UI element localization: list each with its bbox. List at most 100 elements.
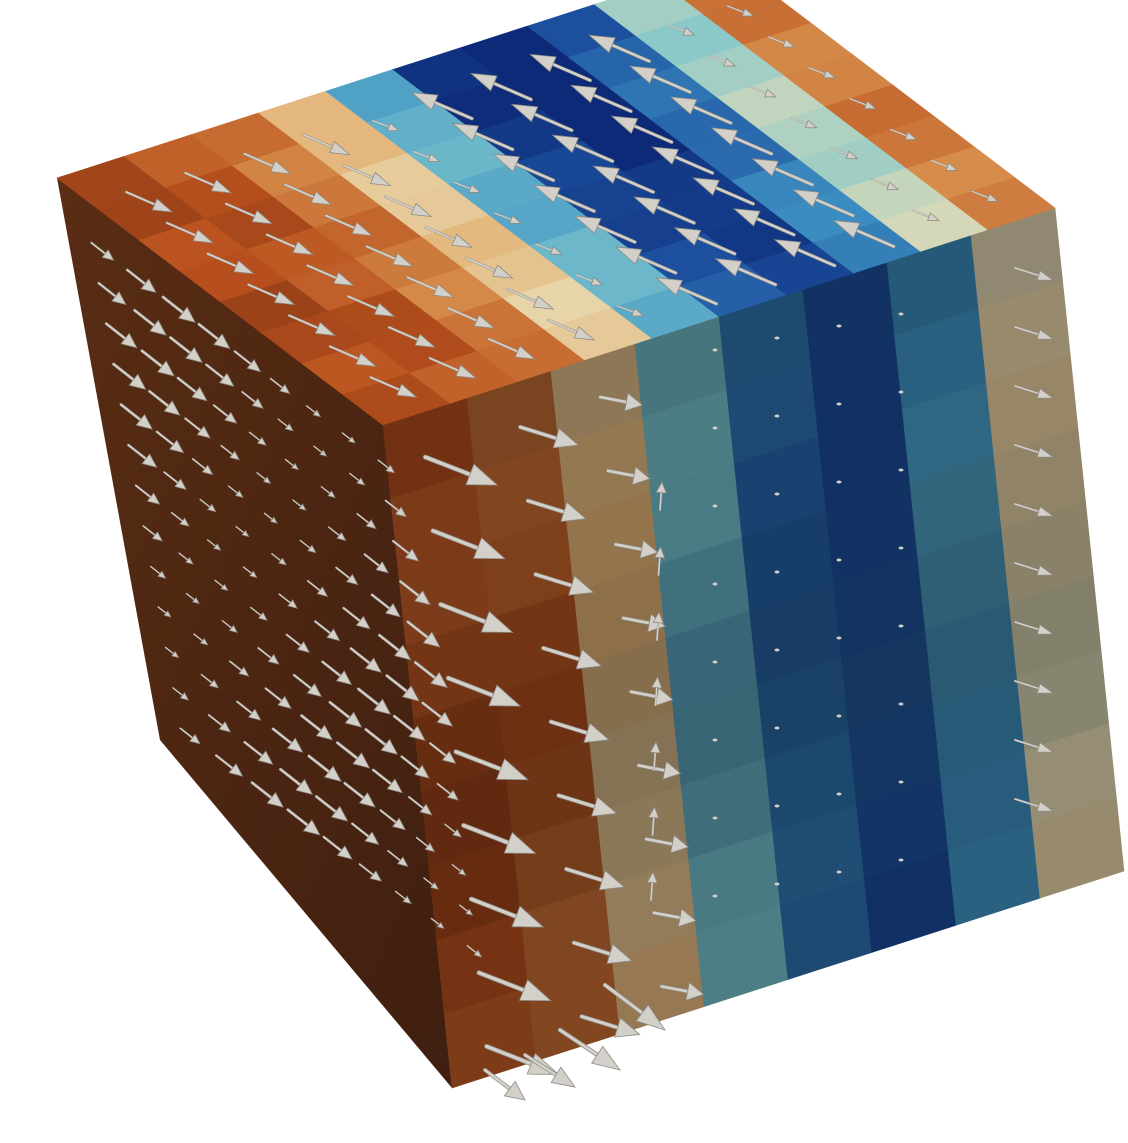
right-edge-arrow	[1013, 738, 1055, 753]
left-face-arrow	[384, 499, 408, 518]
front-edge-arrow	[644, 834, 690, 854]
left-face-arrow	[286, 808, 321, 836]
right-face-dot	[836, 636, 842, 640]
top-face-arrow	[283, 183, 333, 206]
left-face-arrow	[170, 511, 190, 527]
right-face-dot	[712, 738, 718, 742]
right-face-dot	[712, 816, 718, 820]
top-face-arrow	[265, 233, 315, 256]
left-face-arrow	[379, 809, 407, 831]
top-face-arrow	[206, 252, 255, 275]
right-face-dot	[712, 426, 718, 430]
left-face-arrow	[149, 565, 167, 579]
left-face-arrow	[327, 526, 347, 542]
right-face-dot	[836, 714, 842, 718]
left-face-arrow	[178, 552, 194, 565]
left-face-arrow	[400, 755, 430, 779]
left-face-arrow	[271, 727, 304, 753]
top-face-arrow	[453, 181, 482, 193]
left-face-arrow	[407, 795, 433, 816]
front-edge-arrow	[525, 498, 587, 522]
front-edge-arrow	[533, 572, 595, 596]
left-face-arrow	[363, 553, 389, 574]
top-face-arrow	[446, 306, 496, 329]
left-face-arrow	[421, 701, 454, 727]
right-face-dot	[898, 858, 904, 862]
top-face-arrow	[632, 196, 696, 225]
right-face-cell	[1032, 796, 1125, 899]
right-face-dot	[712, 582, 718, 586]
front-edge-arrow	[636, 760, 682, 780]
left-face-arrow	[164, 646, 180, 659]
left-face-arrow	[356, 512, 377, 530]
front-edge-arrow	[564, 866, 626, 891]
left-face-arrow	[147, 389, 181, 416]
cube-left-face	[57, 178, 452, 1088]
front-edge-arrow	[445, 675, 522, 707]
left-face-arrow	[236, 700, 262, 721]
right-face-dot	[774, 336, 780, 340]
right-face-dot	[712, 504, 718, 508]
top-face-arrow	[573, 215, 637, 244]
left-face-arrow	[197, 322, 231, 350]
left-face-arrow	[134, 484, 161, 505]
top-face-arrow	[528, 53, 592, 83]
right-face-dot	[774, 726, 780, 730]
front-edge-arrow	[461, 822, 537, 854]
left-face-arrow	[233, 350, 262, 373]
top-face-arrow	[726, 5, 755, 17]
top-face-arrow	[243, 152, 292, 175]
left-face-arrow	[413, 660, 448, 689]
left-face-arrow	[133, 308, 167, 336]
top-face-arrow	[369, 375, 418, 398]
left-face-arrow	[385, 674, 420, 702]
left-face-arrow	[306, 579, 329, 597]
right-edge-arrow	[1013, 561, 1055, 576]
top-face-arrow	[667, 24, 696, 36]
left-face-arrow	[176, 376, 208, 402]
left-face-arrow	[277, 418, 294, 432]
left-face-arrow	[104, 322, 138, 349]
right-face-dot	[898, 702, 904, 706]
left-face-arrow	[161, 295, 196, 323]
top-face-arrow	[569, 84, 633, 114]
front-edge-arrow	[548, 719, 610, 743]
top-face-arrow	[575, 274, 604, 286]
left-face-arrow	[142, 525, 163, 542]
left-face-arrow	[248, 431, 267, 446]
left-face-arrow	[90, 241, 115, 261]
left-face-arrow	[179, 727, 201, 745]
left-face-arrow	[313, 620, 341, 642]
right-edge-arrow	[1013, 384, 1055, 399]
left-face-arrow	[459, 904, 474, 916]
top-face-arrow	[628, 65, 692, 94]
left-face-arrow	[428, 742, 457, 764]
left-face-arrow	[207, 713, 232, 733]
top-face-arrow	[708, 55, 737, 67]
right-face-dot	[712, 894, 718, 898]
left-face-arrow	[300, 714, 334, 741]
right-face-dot	[712, 348, 718, 352]
left-face-arrow	[199, 498, 217, 513]
right-face-dot	[774, 804, 780, 808]
left-face-arrow	[125, 268, 157, 294]
top-face-arrow	[669, 96, 733, 125]
left-face-arrow	[163, 471, 187, 490]
left-face-arrow	[322, 835, 353, 860]
top-face-arrow	[387, 325, 437, 348]
top-face-arrow	[451, 122, 515, 152]
left-face-arrow	[406, 620, 441, 648]
left-face-arrow	[220, 444, 240, 461]
top-face-arrow	[165, 221, 215, 244]
top-face-arrow	[247, 283, 296, 306]
top-face-arrow	[487, 337, 537, 360]
top-face-arrow	[710, 127, 774, 156]
front-edge-arrow	[468, 896, 545, 928]
right-face-dot	[774, 492, 780, 496]
left-face-arrow	[204, 363, 235, 387]
top-face-arrow	[773, 239, 837, 268]
left-face-arrow	[370, 593, 401, 618]
top-face-arrow	[365, 245, 414, 267]
front-edge-arrow	[613, 539, 659, 559]
